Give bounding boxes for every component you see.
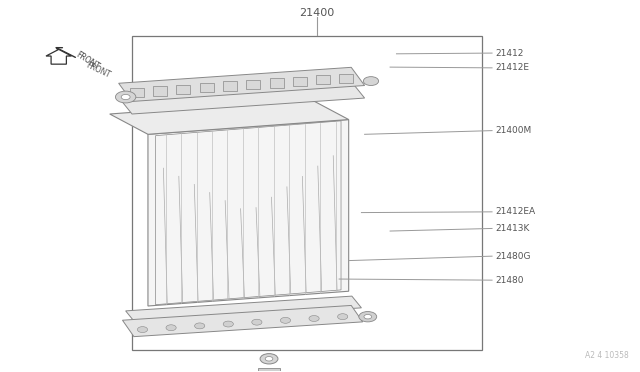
Circle shape bbox=[260, 354, 278, 364]
Polygon shape bbox=[125, 296, 362, 323]
Polygon shape bbox=[120, 84, 365, 114]
Circle shape bbox=[359, 311, 377, 322]
Polygon shape bbox=[109, 99, 349, 134]
Text: 21413K: 21413K bbox=[495, 224, 530, 233]
Circle shape bbox=[223, 321, 234, 327]
Bar bbox=[269, 78, 284, 87]
Text: 21412E: 21412E bbox=[495, 63, 529, 72]
Text: FRONT: FRONT bbox=[75, 50, 102, 71]
Polygon shape bbox=[148, 119, 349, 306]
Bar bbox=[316, 75, 330, 84]
Circle shape bbox=[309, 315, 319, 321]
Circle shape bbox=[337, 314, 348, 320]
Bar bbox=[339, 74, 353, 83]
Bar bbox=[223, 81, 237, 91]
Circle shape bbox=[138, 327, 148, 333]
Text: 21480: 21480 bbox=[495, 276, 524, 285]
Bar bbox=[153, 86, 167, 96]
Text: 21412: 21412 bbox=[495, 49, 524, 58]
Text: 21400: 21400 bbox=[299, 8, 335, 18]
Bar bbox=[257, 368, 280, 372]
Polygon shape bbox=[122, 305, 363, 337]
Circle shape bbox=[280, 317, 291, 323]
Circle shape bbox=[121, 94, 130, 100]
Text: FRONT: FRONT bbox=[84, 61, 111, 80]
Text: 21412EA: 21412EA bbox=[495, 207, 536, 217]
Bar bbox=[130, 88, 144, 97]
Bar bbox=[132, 36, 483, 350]
Text: 21480G: 21480G bbox=[495, 251, 531, 261]
Polygon shape bbox=[118, 67, 365, 102]
Circle shape bbox=[115, 91, 136, 103]
Circle shape bbox=[364, 314, 372, 319]
Text: A2 4 10358: A2 4 10358 bbox=[586, 351, 629, 360]
Bar bbox=[292, 77, 307, 86]
Circle shape bbox=[252, 319, 262, 325]
Bar bbox=[200, 83, 214, 92]
Circle shape bbox=[265, 357, 273, 361]
Circle shape bbox=[166, 325, 176, 331]
Circle shape bbox=[364, 77, 379, 86]
Bar bbox=[177, 85, 191, 94]
Circle shape bbox=[195, 323, 205, 329]
Text: 21400M: 21400M bbox=[495, 126, 531, 135]
Polygon shape bbox=[46, 49, 72, 64]
Bar bbox=[246, 80, 260, 89]
